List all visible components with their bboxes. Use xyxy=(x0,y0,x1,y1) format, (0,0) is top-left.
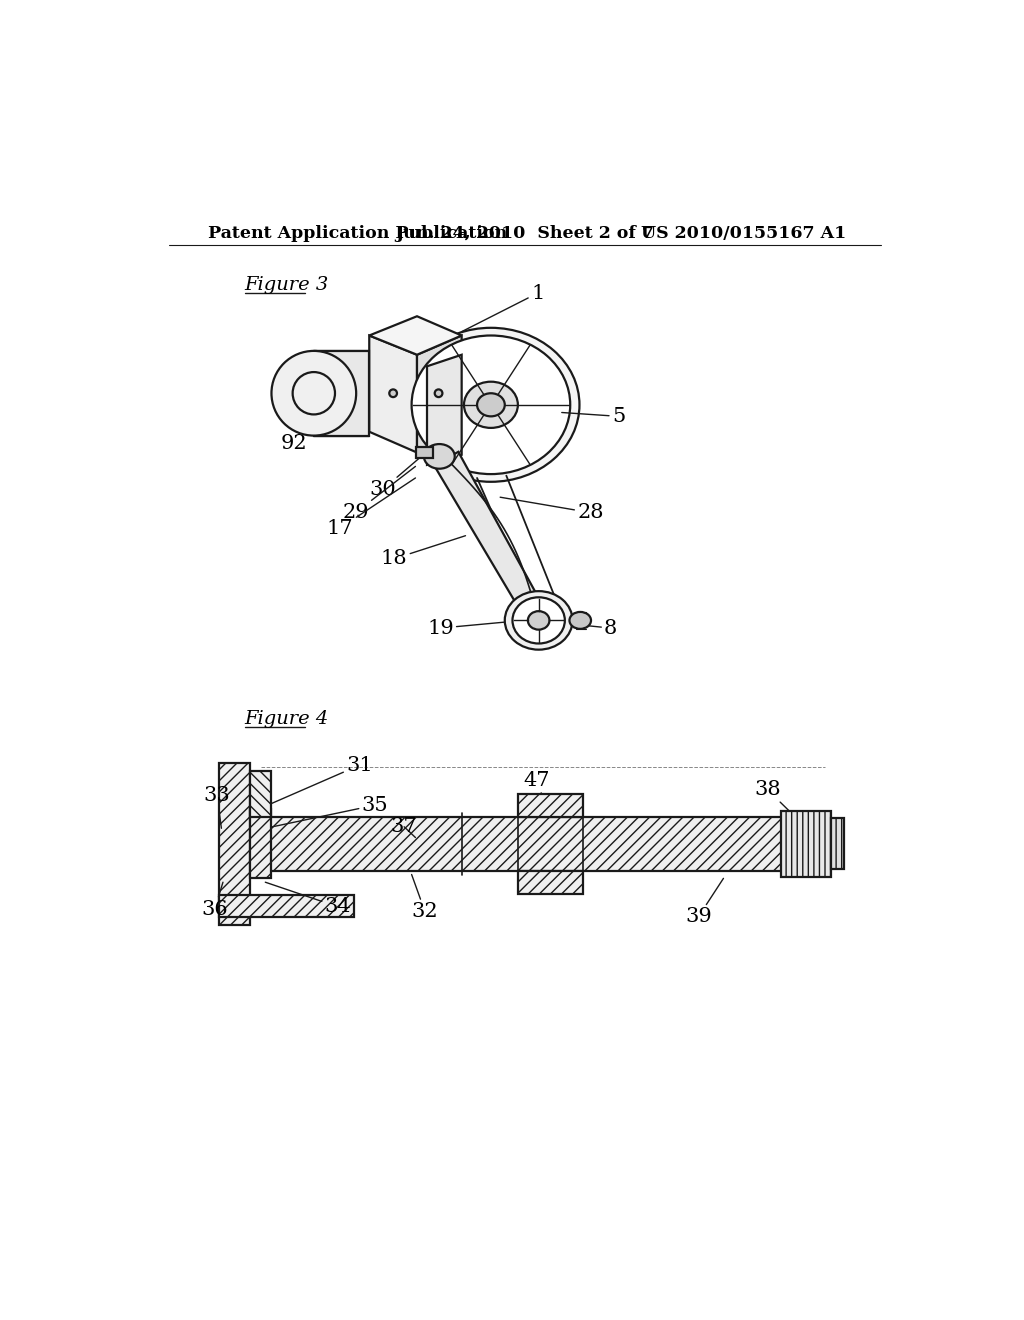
Ellipse shape xyxy=(505,591,572,649)
Text: Jun. 24, 2010  Sheet 2 of 7: Jun. 24, 2010 Sheet 2 of 7 xyxy=(395,224,654,242)
Ellipse shape xyxy=(512,597,565,644)
Polygon shape xyxy=(427,355,462,465)
Text: 29: 29 xyxy=(342,466,416,523)
Bar xyxy=(219,895,354,917)
Text: 30: 30 xyxy=(370,455,423,499)
Bar xyxy=(518,793,584,817)
Text: Figure 3: Figure 3 xyxy=(245,276,329,294)
Text: 5: 5 xyxy=(562,407,625,426)
Ellipse shape xyxy=(402,327,580,482)
Bar xyxy=(250,809,271,878)
Bar xyxy=(265,817,801,871)
Polygon shape xyxy=(370,317,462,355)
Bar xyxy=(781,810,831,876)
Text: 32: 32 xyxy=(412,874,438,921)
Text: 18: 18 xyxy=(381,536,466,569)
Bar xyxy=(518,871,584,894)
Polygon shape xyxy=(417,335,462,453)
Polygon shape xyxy=(434,451,548,626)
Text: 36: 36 xyxy=(202,882,228,919)
Bar xyxy=(416,447,433,458)
Text: Patent Application Publication: Patent Application Publication xyxy=(208,224,507,242)
Ellipse shape xyxy=(412,335,570,474)
Text: 8: 8 xyxy=(573,619,617,638)
Polygon shape xyxy=(370,335,417,453)
Text: 31: 31 xyxy=(250,755,373,813)
Ellipse shape xyxy=(435,389,442,397)
Text: 47: 47 xyxy=(523,771,550,817)
Bar xyxy=(219,763,250,924)
Text: 92: 92 xyxy=(281,397,307,453)
Text: 35: 35 xyxy=(265,796,388,829)
Text: 34: 34 xyxy=(265,882,351,916)
Ellipse shape xyxy=(389,389,397,397)
Ellipse shape xyxy=(464,381,518,428)
Bar xyxy=(831,818,844,869)
Text: 28: 28 xyxy=(500,498,604,523)
Text: Figure 4: Figure 4 xyxy=(245,710,329,727)
Ellipse shape xyxy=(424,444,455,469)
Text: 38: 38 xyxy=(755,780,792,813)
Text: 39: 39 xyxy=(685,878,724,927)
Ellipse shape xyxy=(271,351,356,436)
Text: 17: 17 xyxy=(327,478,416,537)
Ellipse shape xyxy=(528,611,550,630)
Text: 1: 1 xyxy=(462,284,545,331)
Bar xyxy=(250,771,271,817)
Text: 19: 19 xyxy=(427,619,523,638)
Text: 33: 33 xyxy=(204,787,230,829)
Text: 37: 37 xyxy=(391,817,418,837)
Ellipse shape xyxy=(477,393,505,416)
Text: US 2010/0155167 A1: US 2010/0155167 A1 xyxy=(641,224,847,242)
Ellipse shape xyxy=(569,612,591,628)
Bar xyxy=(313,351,370,436)
